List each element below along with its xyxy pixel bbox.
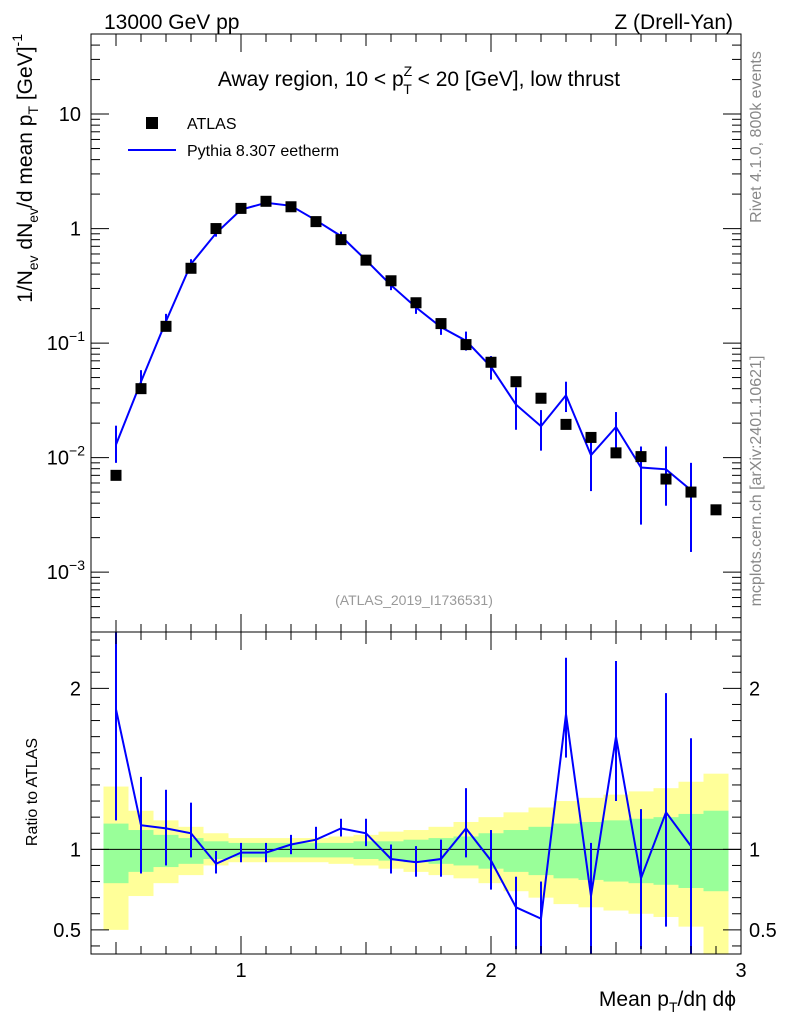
analysis-id-label: (ATLAS_2019_I1736531) xyxy=(335,592,493,608)
uncertainty-band-inner xyxy=(603,820,629,882)
ratio-marks xyxy=(91,632,741,954)
atlas-data-point xyxy=(610,447,622,459)
ratio-ytick-label-right: 1 xyxy=(749,839,760,861)
uncertainty-band-inner xyxy=(203,841,229,860)
atlas-data-point xyxy=(185,262,197,274)
atlas-data-point xyxy=(585,431,597,443)
uncertainty-band-inner xyxy=(353,841,379,860)
atlas-data-point xyxy=(410,297,422,309)
ratio-ticks xyxy=(91,632,742,954)
atlas-data-point xyxy=(560,418,572,430)
atlas-data-point xyxy=(210,223,222,235)
ratio-line xyxy=(115,709,692,921)
xtick-label: 2 xyxy=(485,960,496,982)
atlas-data-point xyxy=(160,320,172,332)
atlas-data-point xyxy=(360,254,372,266)
ratio-ytick-label-left: 0.5 xyxy=(53,920,81,942)
ratio-ytick-label-right: 2 xyxy=(749,678,760,700)
legend-label-atlas: ATLAS xyxy=(187,116,237,133)
legend: ATLAS Pythia 8.307 eetherm xyxy=(128,116,339,160)
legend-label-pythia: Pythia 8.307 eetherm xyxy=(187,143,339,160)
mcplots-label: mcplots.cern.ch [arXiv:2401.10621] xyxy=(748,356,765,607)
energy-label: 13000 GeV pp xyxy=(104,11,239,34)
atlas-data-point xyxy=(260,195,272,207)
atlas-data-point xyxy=(110,469,122,481)
uncertainty-band-inner xyxy=(303,842,329,858)
atlas-data-point xyxy=(635,451,647,463)
main-plot-title: Away region, 10 < pZ T < 20 [GeV], low th… xyxy=(218,63,620,97)
atlas-data-point xyxy=(235,202,247,214)
main-marks xyxy=(110,195,722,552)
ratio-ytick-label-left: 2 xyxy=(70,678,81,700)
process-label: Z (Drell-Yan) xyxy=(614,11,733,34)
atlas-data-point xyxy=(460,339,472,351)
ratio-panel: 0.5 0.5 1 1 2 2 1 2 3 Ratio to ATLAS Mean pT/dη … xyxy=(24,631,777,1015)
uncertainty-band-inner xyxy=(328,842,354,858)
atlas-data-point xyxy=(135,383,147,395)
xtick-label: 3 xyxy=(735,960,746,982)
main-y-axis-label: 1/Nev dNev/d mean pT [GeV]-1 xyxy=(9,34,41,303)
uncertainty-band-inner xyxy=(103,823,129,884)
atlas-data-point xyxy=(485,356,497,368)
atlas-data-point xyxy=(285,201,297,213)
atlas-data-point xyxy=(685,486,697,498)
uncertainty-band-inner xyxy=(503,830,529,872)
main-panel: 10−3 10−2 10−1 1 10 Away region, 10 < pZ T < … xyxy=(9,33,742,633)
pythia-line xyxy=(115,201,692,491)
main-ticks xyxy=(91,33,742,633)
uncertainty-band-inner xyxy=(553,823,579,879)
rivet-version-label: Rivet 4.1.0, 800k events xyxy=(748,51,765,223)
atlas-data-point xyxy=(435,318,447,330)
ratio-y-axis-label: Ratio to ATLAS xyxy=(24,738,41,846)
atlas-data-point xyxy=(335,234,347,246)
main-ytick-label: 1 xyxy=(70,219,81,241)
x-axis-label: Mean pT/dη dϕ xyxy=(599,988,736,1015)
atlas-data-point xyxy=(510,376,522,388)
xtick-label: 1 xyxy=(235,960,246,982)
main-ytick-label: 10−1 xyxy=(47,328,85,355)
ratio-ytick-label-right: 0.5 xyxy=(749,920,777,942)
ratio-ytick-label-left: 1 xyxy=(70,839,81,861)
main-ytick-label: 10−3 xyxy=(47,557,85,584)
main-ytick-labels: 10−3 10−2 10−1 1 10 xyxy=(47,104,85,584)
legend-marker-atlas xyxy=(146,117,158,129)
uncertainty-band-inner xyxy=(703,810,729,892)
atlas-data-point xyxy=(535,392,547,404)
atlas-data-point xyxy=(660,473,672,485)
ratio-tick-labels: 0.5 0.5 1 1 2 2 1 2 3 xyxy=(53,678,777,982)
ratio-bands xyxy=(103,773,729,954)
atlas-data-point xyxy=(310,216,322,228)
atlas-data-point xyxy=(710,504,722,516)
atlas-data-point xyxy=(385,275,397,287)
main-ytick-label: 10−2 xyxy=(47,443,85,470)
main-ytick-label: 10 xyxy=(59,104,81,126)
